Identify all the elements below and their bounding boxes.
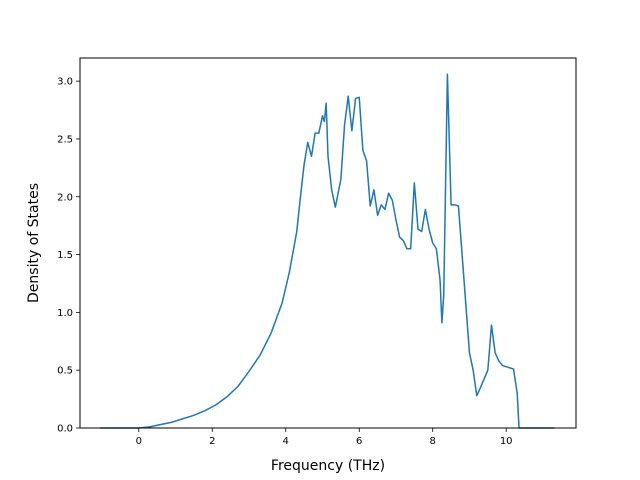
x-axis: 0 2 4 6 8 10 xyxy=(136,428,513,447)
y-tick-label: 3.0 xyxy=(57,77,73,88)
x-tick-label: 0 xyxy=(136,436,142,447)
x-tick-label: 8 xyxy=(430,436,436,447)
y-tick-label: 1.5 xyxy=(57,250,73,261)
y-tick-label: 0.5 xyxy=(57,366,73,377)
y-tick-label: 2.5 xyxy=(57,134,73,145)
x-tick-label: 2 xyxy=(209,436,215,447)
y-tick-label: 2.0 xyxy=(57,192,73,203)
data-layer xyxy=(100,73,554,429)
x-axis-label: Frequency (THz) xyxy=(271,458,385,474)
x-tick-label: 4 xyxy=(283,436,289,447)
y-tick-label: 0.0 xyxy=(57,424,73,435)
y-axis-label: Density of States xyxy=(26,183,42,303)
x-tick-label: 6 xyxy=(356,436,362,447)
y-axis: 0.0 0.5 1.0 1.5 2.0 2.5 3.0 xyxy=(57,77,80,435)
y-tick-label: 1.0 xyxy=(57,308,73,319)
x-tick-label: 10 xyxy=(500,436,513,447)
dos-series-line xyxy=(100,73,554,429)
plot-frame xyxy=(79,57,577,429)
